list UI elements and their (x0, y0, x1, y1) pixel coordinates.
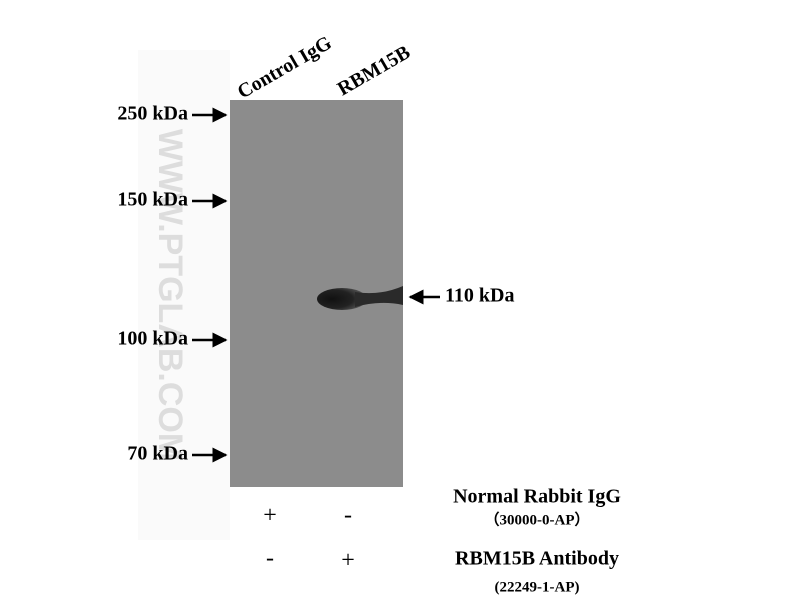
lane-label: Control IgG (234, 32, 336, 104)
marker-label: 70 kDa (127, 443, 188, 465)
band-label: 110 kDa (445, 285, 514, 307)
band-tail (355, 286, 403, 307)
condition-name: Normal Rabbit IgG (453, 486, 621, 508)
lane-label: RBM15B (334, 41, 414, 100)
sign: + (263, 503, 277, 529)
watermark: WWW.PTGLAB.COM (151, 129, 189, 461)
marker-label: 250 kDa (117, 103, 188, 125)
sign: - (344, 503, 352, 529)
condition-catalog: (22249-1-AP) (495, 579, 580, 595)
sign: + (341, 548, 355, 574)
marker-label: 100 kDa (117, 328, 188, 350)
band (317, 288, 367, 310)
condition-catalog: （30000-0-AP） (485, 510, 590, 528)
marker-label: 150 kDa (117, 189, 188, 211)
condition-name: RBM15B Antibody (455, 548, 619, 570)
sign: - (266, 546, 274, 572)
